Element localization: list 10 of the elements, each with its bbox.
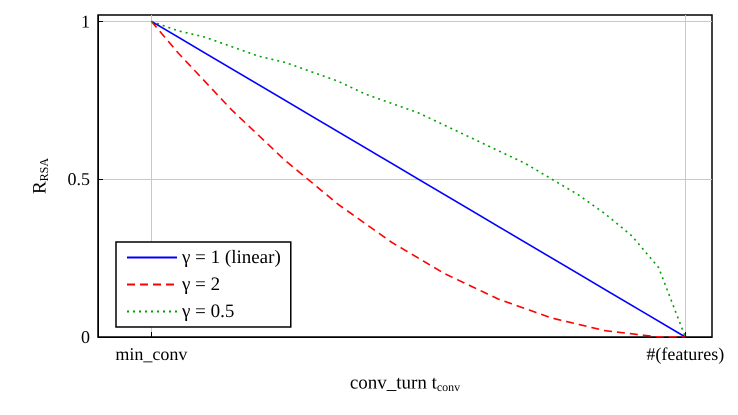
x-tick-label: min_conv <box>115 344 188 364</box>
y-tick-label: 0 <box>81 327 90 347</box>
y-tick-label: 0.5 <box>68 169 90 190</box>
y-tick-label: 1 <box>81 11 90 32</box>
x-tick-label: #(features) <box>646 344 724 364</box>
legend-label: γ = 2 <box>181 274 220 295</box>
y-axis-title: RRSA <box>30 158 51 194</box>
legend-label: γ = 1 (linear) <box>181 247 281 268</box>
line-series <box>150 20 686 338</box>
legend-label: γ = 0.5 <box>181 301 234 322</box>
